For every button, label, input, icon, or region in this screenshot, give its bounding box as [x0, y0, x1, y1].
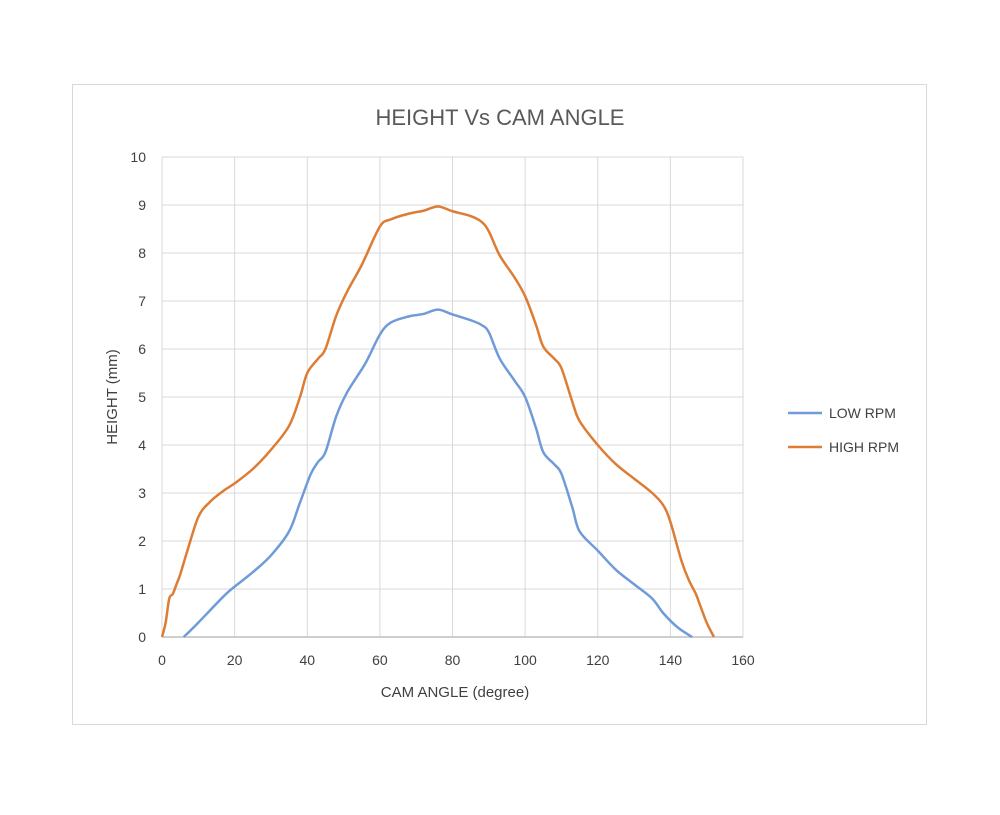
- y-tick-label: 4: [138, 437, 146, 453]
- series-line-high-rpm: [160, 205, 716, 638]
- x-tick-label: 60: [372, 652, 388, 668]
- y-tick-label: 9: [138, 197, 146, 213]
- chart-frame: [72, 84, 927, 725]
- legend-label: HIGH RPM: [829, 439, 899, 455]
- x-tick-label: 100: [513, 652, 537, 668]
- x-tick-label: 20: [227, 652, 243, 668]
- y-tick-label: 7: [138, 293, 146, 309]
- x-axis-label: CAM ANGLE (degree): [381, 684, 529, 701]
- x-tick-label: 140: [659, 652, 683, 668]
- y-tick-label: 8: [138, 245, 146, 261]
- y-axis-label: HEIGHT (mm): [104, 349, 121, 445]
- y-tick-label: 6: [138, 341, 146, 357]
- y-tick-label: 10: [130, 149, 146, 165]
- x-tick-label: 120: [586, 652, 610, 668]
- y-tick-label: 2: [138, 533, 146, 549]
- y-tick-label: 3: [138, 485, 146, 501]
- y-tick-label: 5: [138, 389, 146, 405]
- series-line-low-rpm: [182, 308, 693, 639]
- y-tick-label: 0: [138, 629, 146, 645]
- x-tick-label: 40: [299, 652, 315, 668]
- chart-title: HEIGHT Vs CAM ANGLE: [376, 105, 625, 130]
- y-tick-label: 1: [138, 581, 146, 597]
- x-tick-label: 160: [731, 652, 755, 668]
- legend-label: LOW RPM: [829, 405, 896, 421]
- x-tick-label: 0: [158, 652, 166, 668]
- x-tick-label: 80: [445, 652, 461, 668]
